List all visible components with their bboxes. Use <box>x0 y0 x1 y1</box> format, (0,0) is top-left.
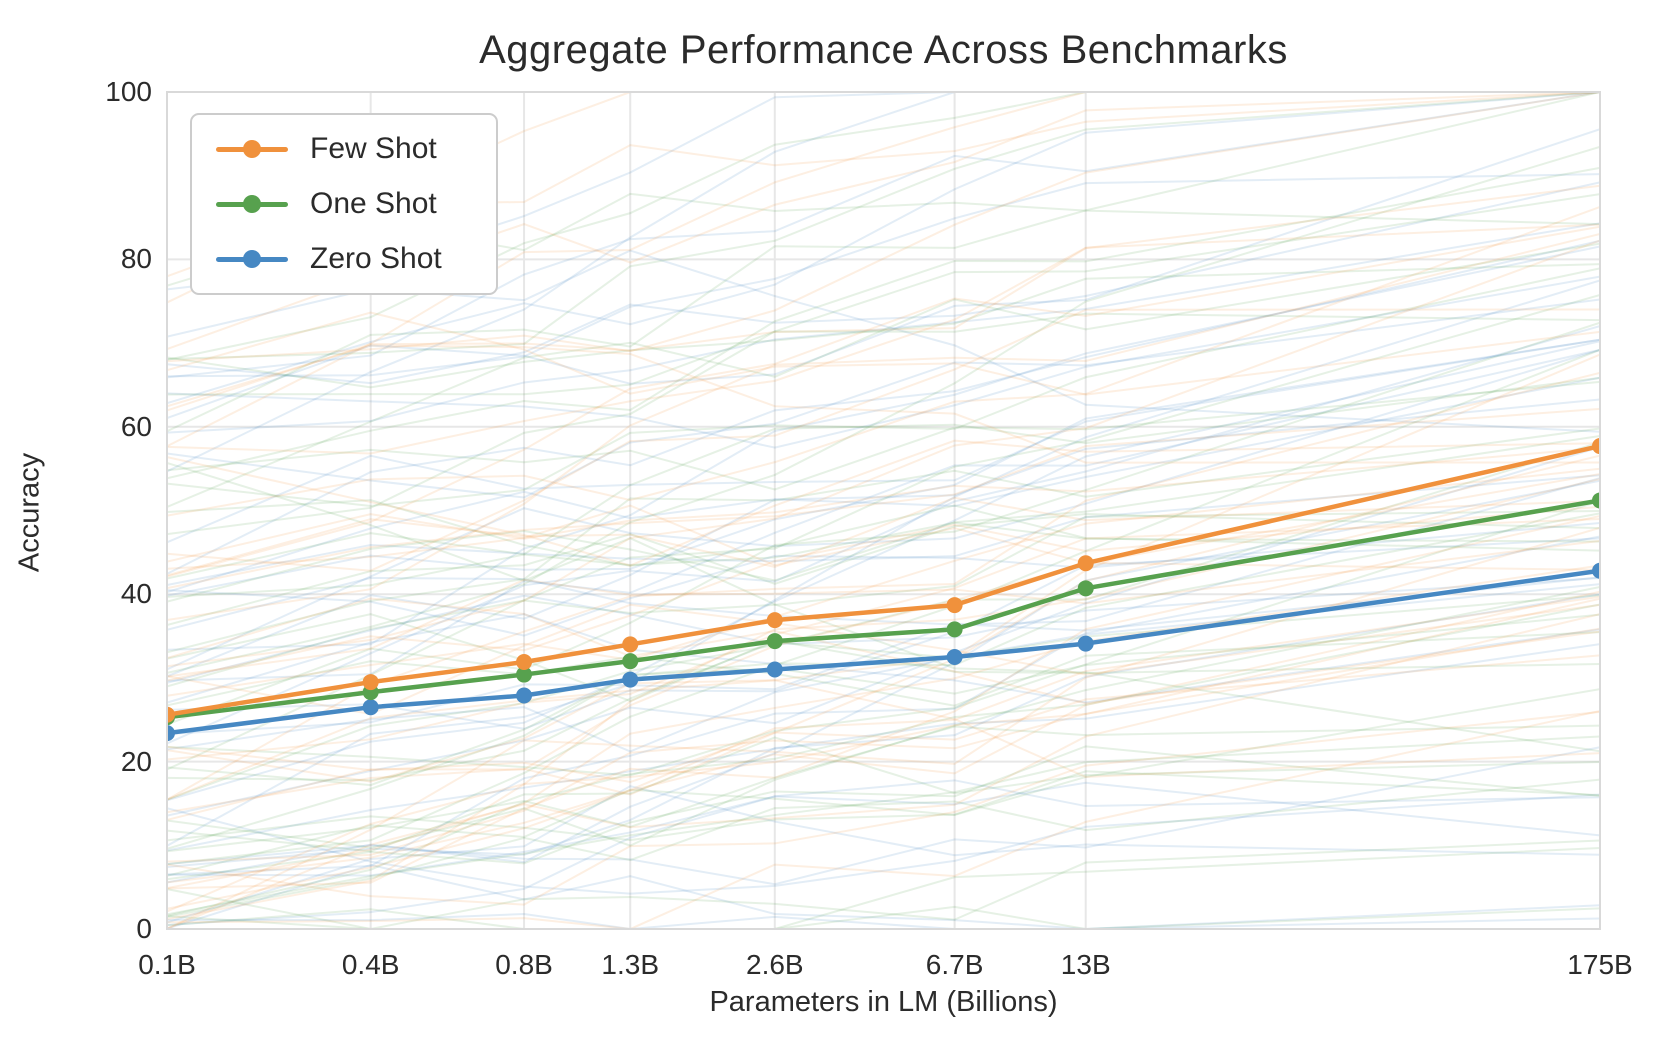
y-tick-label-20: 20 <box>120 745 152 777</box>
legend-item-few-shot: Few Shot <box>192 123 496 175</box>
x-tick-label-2.6B: 2.6B <box>746 949 804 980</box>
series-one-shot-point-6.7B <box>946 621 963 638</box>
legend-item-zero-shot: Zero Shot <box>192 233 496 285</box>
legend-item-one-shot: One Shot <box>192 178 496 230</box>
x-tick-label-6.7B: 6.7B <box>925 949 984 980</box>
series-zero-shot-point-0.8B <box>516 687 533 704</box>
x-tick-label-0.4B: 0.4B <box>341 949 400 980</box>
legend: Few Shot One Shot Zero Shot <box>190 113 498 295</box>
series-one-shot-point-175B <box>1592 492 1600 509</box>
y-axis-label: Accuracy <box>13 452 46 573</box>
series-few-shot <box>167 438 1600 723</box>
series-few-shot-point-0.4B <box>362 674 379 691</box>
few-shot-line-marker-icon <box>216 139 288 158</box>
series-zero-shot <box>167 562 1600 742</box>
one-shot-line-marker-icon <box>216 194 288 213</box>
series-few-shot-point-2.6B <box>766 612 783 629</box>
y-tick-label-100: 100 <box>105 76 152 107</box>
series-one-shot <box>167 492 1600 726</box>
chart-title: Aggregate Performance Across Benchmarks <box>479 28 1288 72</box>
y-tick-label-0: 0 <box>136 913 152 944</box>
series-one-shot-point-0.8B <box>516 666 533 683</box>
legend-label-few-shot: Few Shot <box>310 131 437 165</box>
series-zero-shot-point-175B <box>1592 562 1600 579</box>
y-tick-label-40: 40 <box>120 578 152 610</box>
x-tick-label-13B: 13B <box>1060 949 1111 980</box>
x-tick-label-0.8B: 0.8B <box>495 949 553 980</box>
series-zero-shot-point-6.7B <box>946 648 963 665</box>
series-one-shot-point-2.6B <box>766 633 783 650</box>
x-tick-label-175B: 175B <box>1567 949 1633 980</box>
x-tick-label-0.1B: 0.1B <box>138 949 196 980</box>
series-few-shot-point-0.8B <box>516 653 533 670</box>
y-tick-label-60: 60 <box>120 410 152 442</box>
series-few-shot-point-0.1B <box>167 706 175 723</box>
y-tick-label-80: 80 <box>120 243 152 275</box>
series-zero-shot-point-1.3B <box>622 671 639 688</box>
series-zero-shot-point-0.4B <box>362 699 379 716</box>
x-axis-label: Parameters in LM (Billions) <box>709 986 1058 1018</box>
legend-label-one-shot: One Shot <box>310 186 437 220</box>
series-one-shot-point-13B <box>1077 580 1094 597</box>
plot-border <box>166 91 1601 930</box>
series-few-shot-point-6.7B <box>946 597 963 614</box>
x-tick-label-1.3B: 1.3B <box>601 949 660 980</box>
series-one-shot-point-1.3B <box>622 653 639 670</box>
series-zero-shot-point-0.1B <box>167 725 175 742</box>
series-few-shot-point-175B <box>1592 438 1600 455</box>
legend-label-zero-shot: Zero Shot <box>310 242 442 276</box>
zero-shot-line-marker-icon <box>216 250 288 269</box>
series-zero-shot-point-2.6B <box>766 661 783 678</box>
series-few-shot-point-13B <box>1077 555 1094 572</box>
series-zero-shot-point-13B <box>1077 635 1094 652</box>
series-few-shot-point-1.3B <box>622 636 639 653</box>
